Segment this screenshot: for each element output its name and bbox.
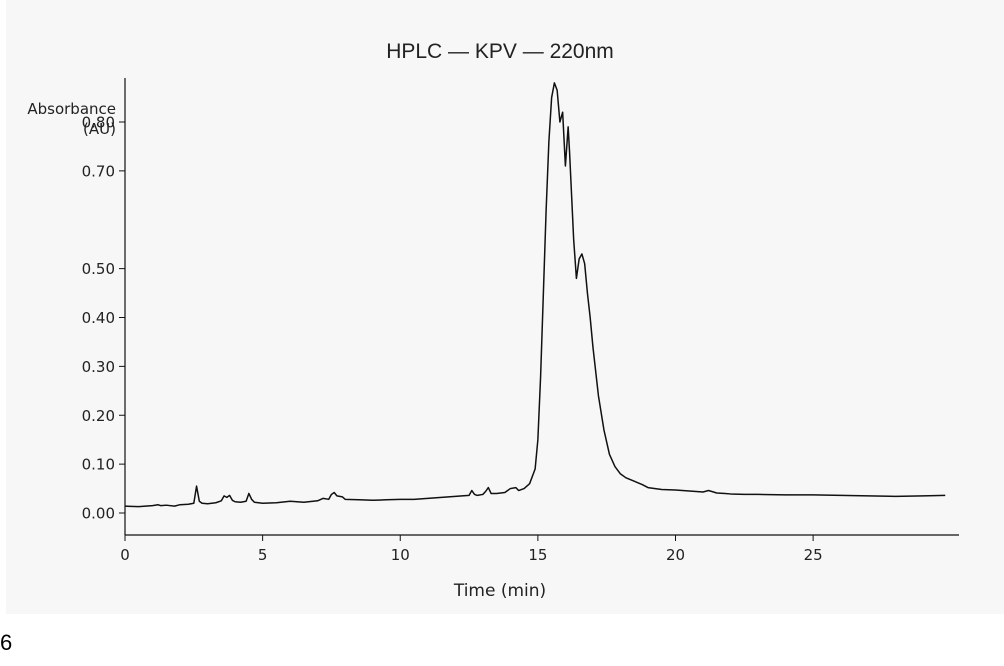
x-tick-label: 15 [528,546,547,564]
x-tick-label: 10 [391,546,410,564]
chromatogram-trace [124,82,946,508]
x-tick-label: 5 [258,546,268,564]
corner-label: 6 [0,630,13,655]
y-tick-label: 0.70 [82,162,115,180]
y-tick-label: 0.10 [82,456,115,474]
chart: HPLC — KPV — 220nm Absorbance (AU) 0.000… [27,40,959,601]
y-axis-label-line1: Absorbance [27,100,116,118]
y-tick-label: 0.20 [82,407,115,425]
y-axis-label-line2: (AU) [83,120,116,138]
y-tick-label: 0.40 [82,309,115,327]
x-ticks: 0 5 10 15 20 25 [120,535,823,564]
chart-area: HPLC — KPV — 220nm Absorbance (AU) 0.00 0… [6,0,1004,614]
x-tick-label: 0 [120,546,130,564]
x-axis-label: Time (min) [453,581,546,601]
x-tick-label: 20 [666,546,685,564]
y-tick-label: 0.30 [82,358,115,376]
y-tick-label: 0.80 [82,113,115,131]
x-tick-label: 25 [804,546,823,564]
chart-title: HPLC — KPV — 220nm [386,40,614,63]
y-tick-label: 0.50 [82,260,115,278]
y-ticks: 0.00 0.10 0.20 0.30 0.40 0.50 0.70 0.80 [82,113,125,523]
y-tick-label: 0.00 [82,505,115,523]
